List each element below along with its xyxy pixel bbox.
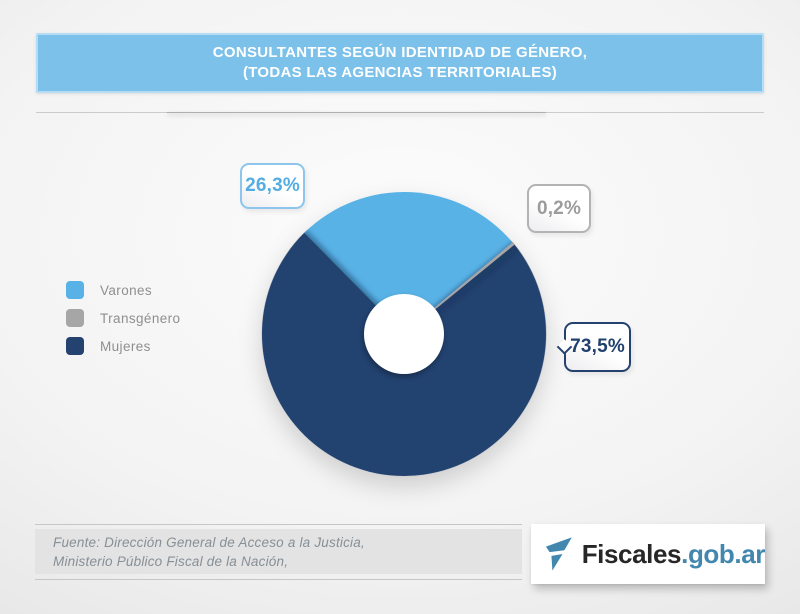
callout-mujeres: 73,5% <box>556 322 631 372</box>
chart-legend: Varones Transgénero Mujeres <box>66 281 180 365</box>
legend-item-transgenero: Transgénero <box>66 309 180 327</box>
callout-varones: 26,3% <box>240 163 305 209</box>
callout-mujeres-value: 73,5% <box>570 336 625 357</box>
fiscales-f-icon <box>545 537 572 571</box>
logo-brand: Fiscales <box>581 538 682 569</box>
footer-divider-top <box>35 524 522 525</box>
legend-label: Mujeres <box>100 338 151 354</box>
footer-divider-bottom <box>35 579 522 580</box>
source-line2: Ministerio Público Fiscal de la Nación, <box>53 554 289 569</box>
donut-hole <box>364 294 444 374</box>
header-divider-shadow <box>167 112 546 113</box>
legend-swatch <box>66 281 84 299</box>
pie-chart <box>261 191 546 476</box>
callout-transgenero-value: 0,2% <box>536 197 582 219</box>
pie-slice-varones <box>304 191 513 334</box>
page-title-line1: CONSULTANTES SEGÚN IDENTIDAD DE GÉNERO, <box>212 44 588 61</box>
legend-swatch <box>66 337 84 355</box>
legend-label: Transgénero <box>100 310 181 326</box>
legend-item-mujeres: Mujeres <box>66 337 180 355</box>
callout-transgenero: 0,2% <box>527 184 591 233</box>
header-divider <box>36 112 764 113</box>
title-banner: CONSULTANTES SEGÚN IDENTIDAD DE GÉNERO, … <box>36 33 764 93</box>
source-line1: Fuente: Dirección General de Acceso a la… <box>53 535 365 550</box>
legend-item-varones: Varones <box>66 281 180 299</box>
fiscales-logo: Fiscales.gob.ar <box>531 524 765 584</box>
page-title-line2: (TODAS LAS AGENCIAS TERRITORIALES) <box>242 64 558 81</box>
legend-label: Varones <box>100 282 153 298</box>
logo-wordmark: Fiscales.gob.ar <box>581 538 766 570</box>
callout-varones-value: 26,3% <box>245 175 300 196</box>
logo-domain: .gob.ar <box>681 538 765 569</box>
legend-swatch <box>66 309 84 327</box>
source-box: Fuente: Dirección General de Acceso a la… <box>35 529 522 574</box>
